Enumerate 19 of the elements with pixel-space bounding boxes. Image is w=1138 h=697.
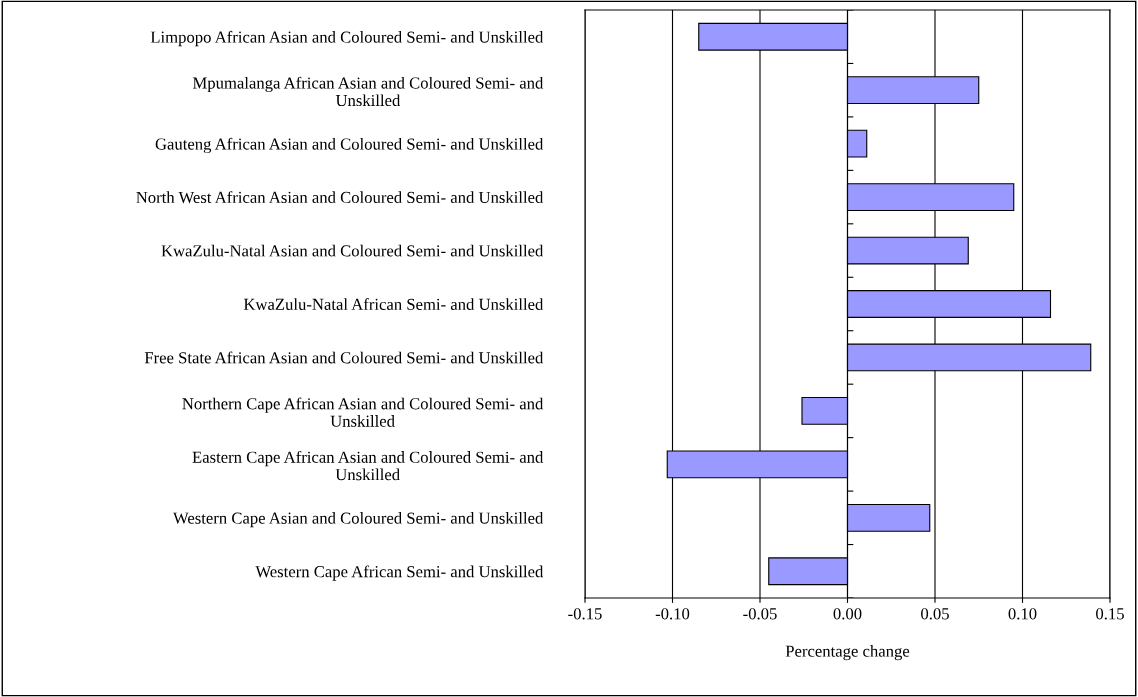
y-tick-label: Free State African Asian and Coloured Semi- and Unskilled [144,351,544,364]
x-tick-label: 0.00 [833,608,862,620]
y-tick-label: KwaZulu-Natal Asian and Coloured Semi- and Unskilled [161,244,544,257]
y-tick-label: Western Cape African Semi- and Unskilled [255,565,544,581]
y-tick-label: Western Cape Asian and Coloured Semi- and Unskilled [172,512,544,528]
x-tick-label: -0.05 [743,608,777,620]
y-tick-label: KwaZulu-Natal African Semi- and Unskilled [243,298,544,310]
x-tick-label: -0.10 [655,608,690,620]
y-tick-label: Limpopo African Asian and Coloured Semi- and Unskilled [150,30,544,47]
x-tick-label: 0.15 [1096,608,1124,620]
y-tick-label: Northern Cape African Asian and Coloured Semi- and Unskilled [182,397,544,427]
x-tick-label: -0.15 [568,608,602,620]
x-tick-label: 0.10 [1008,608,1037,620]
x-axis-title: Percentage change [785,645,910,661]
y-tick-label: Gauteng African Asian and Coloured Semi- and Unskilled [155,137,544,154]
y-tick-label: Mpumalanga African Asian and Coloured Semi- and Unskilled [192,76,544,107]
y-tick-label: North West African Asian and Coloured Semi- and Unskilled [136,191,544,204]
y-tick-label: Eastern Cape African Asian and Coloured Semi- and Unskilled [192,450,544,481]
x-tick-label: 0.05 [921,608,949,620]
